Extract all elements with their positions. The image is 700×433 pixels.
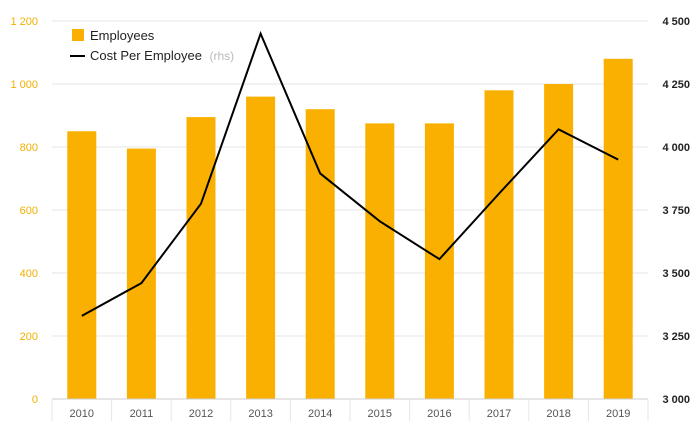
left-tick-label: 0 [32, 394, 38, 406]
bar-2019 [603, 58, 633, 400]
bar-2018 [544, 84, 574, 399]
bar-2017 [484, 90, 514, 400]
right-axis: 3 000 3 250 3 500 3 750 4 000 4 250 4 500 [662, 16, 690, 406]
legend-label-employees: Employees [90, 28, 155, 43]
left-tick-label: 400 [20, 268, 38, 280]
x-tick-label: 2010 [70, 408, 94, 420]
bar-2010 [67, 131, 97, 399]
left-tick-label: 1 000 [10, 79, 38, 91]
x-tick-label: 2018 [546, 408, 570, 420]
x-axis: 2010 2011 2012 2013 2014 2015 2016 2017 2018 2019 [51, 398, 649, 421]
right-tick-label: 4 500 [662, 16, 690, 28]
legend-label-rhs-suffix: (rhs) [209, 49, 234, 63]
x-tick-label: 2017 [487, 408, 511, 420]
right-tick-label: 3 750 [662, 205, 690, 217]
bar-2014 [305, 109, 335, 399]
left-tick-label: 600 [20, 205, 38, 217]
right-tick-label: 3 000 [662, 394, 690, 406]
right-tick-label: 4 250 [662, 79, 690, 91]
right-tick-label: 3 500 [662, 268, 690, 280]
legend-label-cost-text: Cost Per Employee [90, 48, 202, 63]
left-tick-label: 1 200 [10, 16, 38, 28]
x-tick-label: 2016 [427, 408, 451, 420]
bar-2011 [126, 148, 156, 399]
x-tick-label: 2013 [248, 408, 272, 420]
legend: Employees Cost Per Employee (rhs) [70, 28, 234, 64]
legend-label-cost-per-employee: Cost Per Employee (rhs) [90, 47, 234, 64]
bar-2015 [365, 123, 395, 399]
line-series-cost-per-employee [81, 30, 619, 317]
left-tick-label: 200 [20, 331, 38, 343]
left-tick-label: 800 [20, 142, 38, 154]
x-tick-label: 2014 [308, 408, 332, 420]
x-tick-label: 2012 [189, 408, 213, 420]
right-tick-label: 4 000 [662, 142, 690, 154]
legend-swatch-employees [72, 29, 84, 41]
right-tick-label: 3 250 [662, 331, 690, 343]
x-tick-label: 2019 [606, 408, 630, 420]
left-axis: 0 200 400 600 800 1 000 1 200 [10, 16, 38, 406]
bar-2013 [246, 96, 276, 399]
bar-2016 [424, 123, 454, 399]
bar-2012 [186, 117, 216, 399]
x-tick-label: 2015 [368, 408, 392, 420]
cost-per-employee-line [81, 30, 619, 317]
x-tick-label: 2011 [130, 408, 154, 420]
bar-series-employees [67, 58, 633, 400]
